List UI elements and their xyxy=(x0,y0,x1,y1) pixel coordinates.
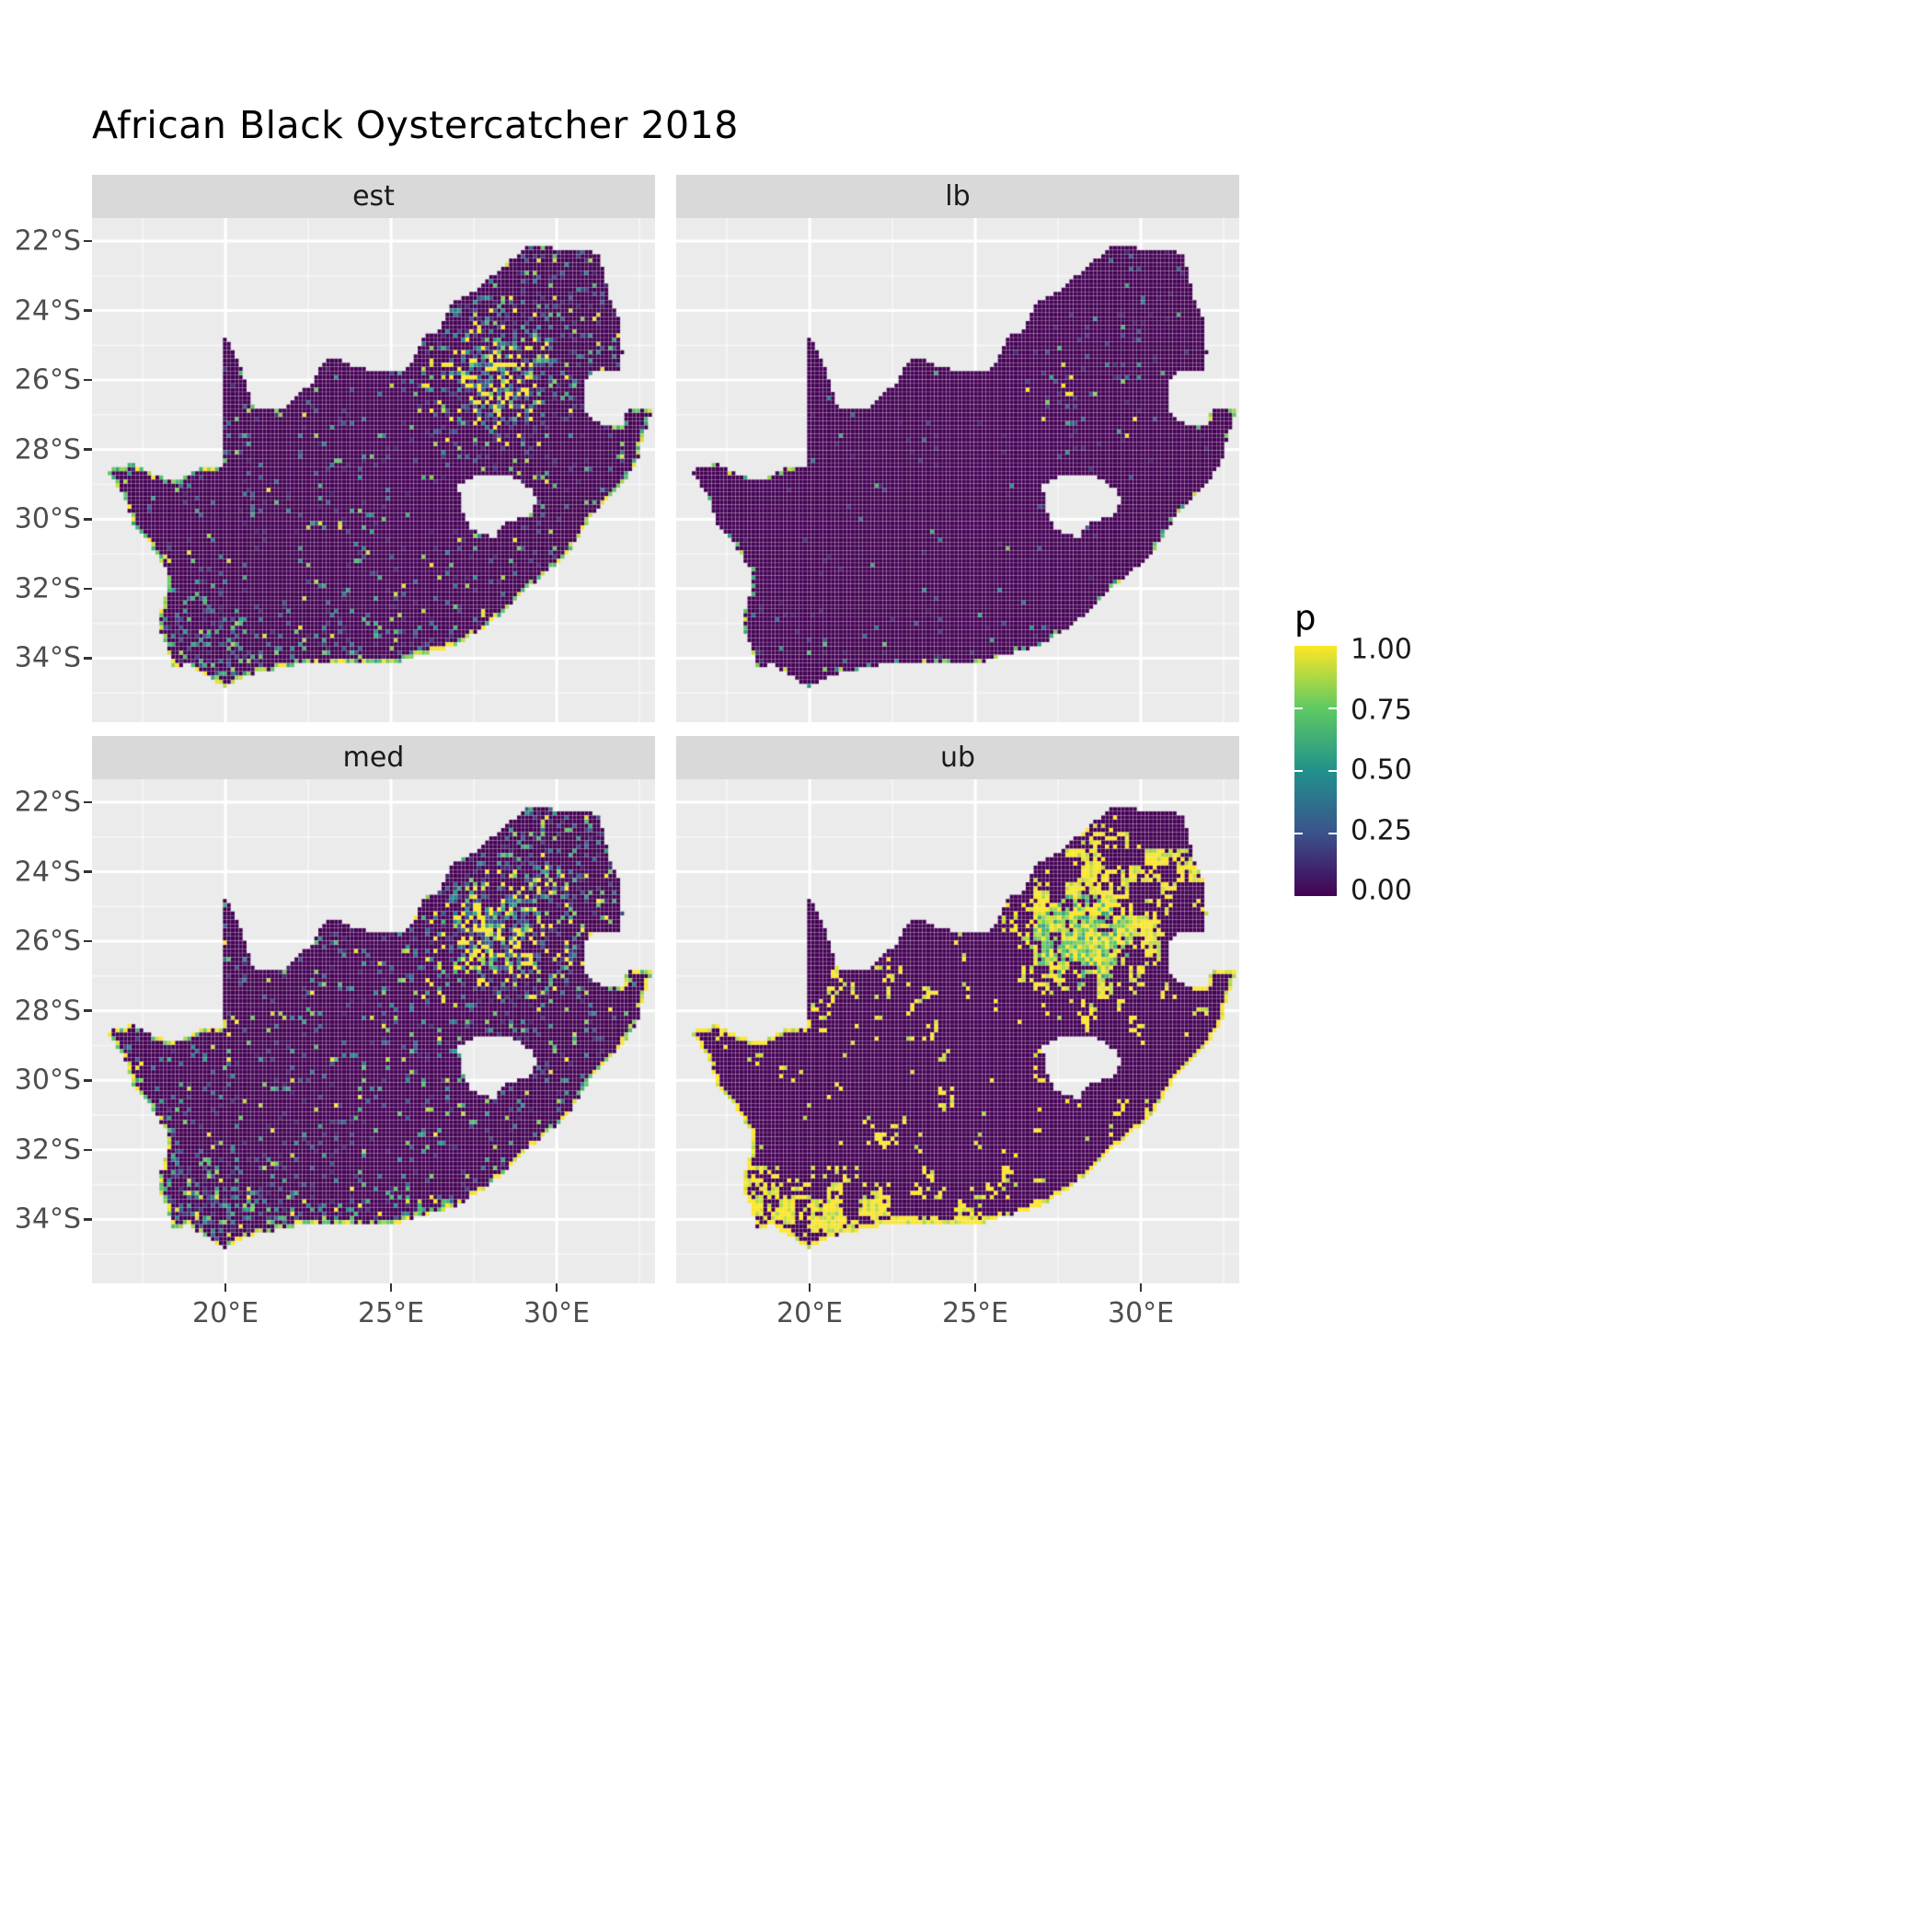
y-axis-tick-row1-4 xyxy=(84,1079,92,1082)
facet-strip-est-label: est xyxy=(352,180,395,213)
plot-title: African Black Oystercatcher 2018 xyxy=(92,103,739,147)
facet-strip-est: est xyxy=(92,175,655,218)
y-axis-tick-row0-0 xyxy=(84,239,92,243)
facet-panel-lb-map xyxy=(676,218,1239,722)
legend-colorbar-tick-2-0 xyxy=(1294,707,1303,709)
x-axis-tick-col1-2 xyxy=(1139,1283,1143,1292)
y-axis-label-row1-4: 30°S xyxy=(14,1064,81,1097)
legend-colorbar-tick-0-0 xyxy=(1294,833,1303,834)
x-axis-tick-col1-0 xyxy=(808,1283,811,1292)
y-axis-label-row0-2: 26°S xyxy=(14,363,81,397)
facet-strip-ub-label: ub xyxy=(939,742,976,774)
y-axis-tick-row0-5 xyxy=(84,587,92,591)
x-axis-label-col1-2: 30°E xyxy=(1108,1297,1175,1329)
legend-colorbar-tick-2-1 xyxy=(1328,707,1337,709)
facet-strip-med: med xyxy=(92,736,655,779)
y-axis-label-row1-0: 22°S xyxy=(14,786,81,819)
facet-panel-est-map xyxy=(92,218,655,722)
y-axis-label-row1-2: 26°S xyxy=(14,925,81,958)
x-axis-label-col1-1: 25°E xyxy=(942,1297,1009,1329)
y-axis-label-row1-5: 32°S xyxy=(14,1133,81,1167)
y-axis-tick-row0-1 xyxy=(84,309,92,312)
legend-label-1: 0.75 xyxy=(1351,694,1412,726)
legend-label-2: 0.50 xyxy=(1351,753,1412,787)
x-axis-label-col1-0: 20°E xyxy=(776,1297,844,1329)
x-axis-tick-col0-0 xyxy=(224,1283,227,1292)
facet-strip-med-label: med xyxy=(342,742,405,774)
y-axis-label-row0-0: 22°S xyxy=(14,224,81,258)
x-axis-tick-col0-2 xyxy=(555,1283,558,1292)
x-axis-label-col0-0: 20°E xyxy=(192,1297,259,1329)
y-axis-tick-row0-6 xyxy=(84,657,92,660)
y-axis-label-row0-4: 30°S xyxy=(14,502,81,535)
y-axis-label-row0-5: 32°S xyxy=(14,572,81,605)
y-axis-tick-row0-3 xyxy=(84,448,92,451)
y-axis-tick-row0-4 xyxy=(84,518,92,521)
legend-title: p xyxy=(1294,598,1317,638)
y-axis-tick-row0-2 xyxy=(84,378,92,382)
facet-panel-med-map xyxy=(92,779,655,1283)
x-axis-tick-col1-1 xyxy=(973,1283,977,1292)
y-axis-label-row0-3: 28°S xyxy=(14,433,81,466)
y-axis-label-row1-6: 34°S xyxy=(14,1202,81,1236)
facet-strip-lb-label: lb xyxy=(945,180,971,213)
y-axis-tick-row1-1 xyxy=(84,870,92,873)
y-axis-tick-row1-2 xyxy=(84,939,92,943)
facet-panel-ub-map xyxy=(676,779,1239,1283)
legend-label-4: 0.00 xyxy=(1351,874,1412,907)
y-axis-label-row0-1: 24°S xyxy=(14,294,81,328)
legend-colorbar-tick-0-1 xyxy=(1328,833,1337,834)
y-axis-tick-row1-5 xyxy=(84,1148,92,1152)
legend-label-3: 0.25 xyxy=(1351,814,1412,846)
y-axis-label-row0-6: 34°S xyxy=(14,641,81,674)
facet-strip-ub: ub xyxy=(676,736,1239,779)
legend-colorbar-tick-1-0 xyxy=(1294,770,1303,772)
y-axis-tick-row1-0 xyxy=(84,800,92,804)
facet-strip-lb: lb xyxy=(676,175,1239,218)
legend-colorbar-tick-1-1 xyxy=(1328,770,1337,772)
x-axis-label-col0-2: 30°E xyxy=(523,1297,591,1329)
y-axis-tick-row1-3 xyxy=(84,1009,92,1012)
x-axis-label-col0-1: 25°E xyxy=(358,1297,425,1329)
y-axis-label-row1-1: 24°S xyxy=(14,856,81,889)
legend-label-0: 1.00 xyxy=(1351,633,1412,666)
y-axis-label-row1-3: 28°S xyxy=(14,995,81,1028)
x-axis-tick-col0-1 xyxy=(389,1283,393,1292)
y-axis-tick-row1-6 xyxy=(84,1218,92,1221)
